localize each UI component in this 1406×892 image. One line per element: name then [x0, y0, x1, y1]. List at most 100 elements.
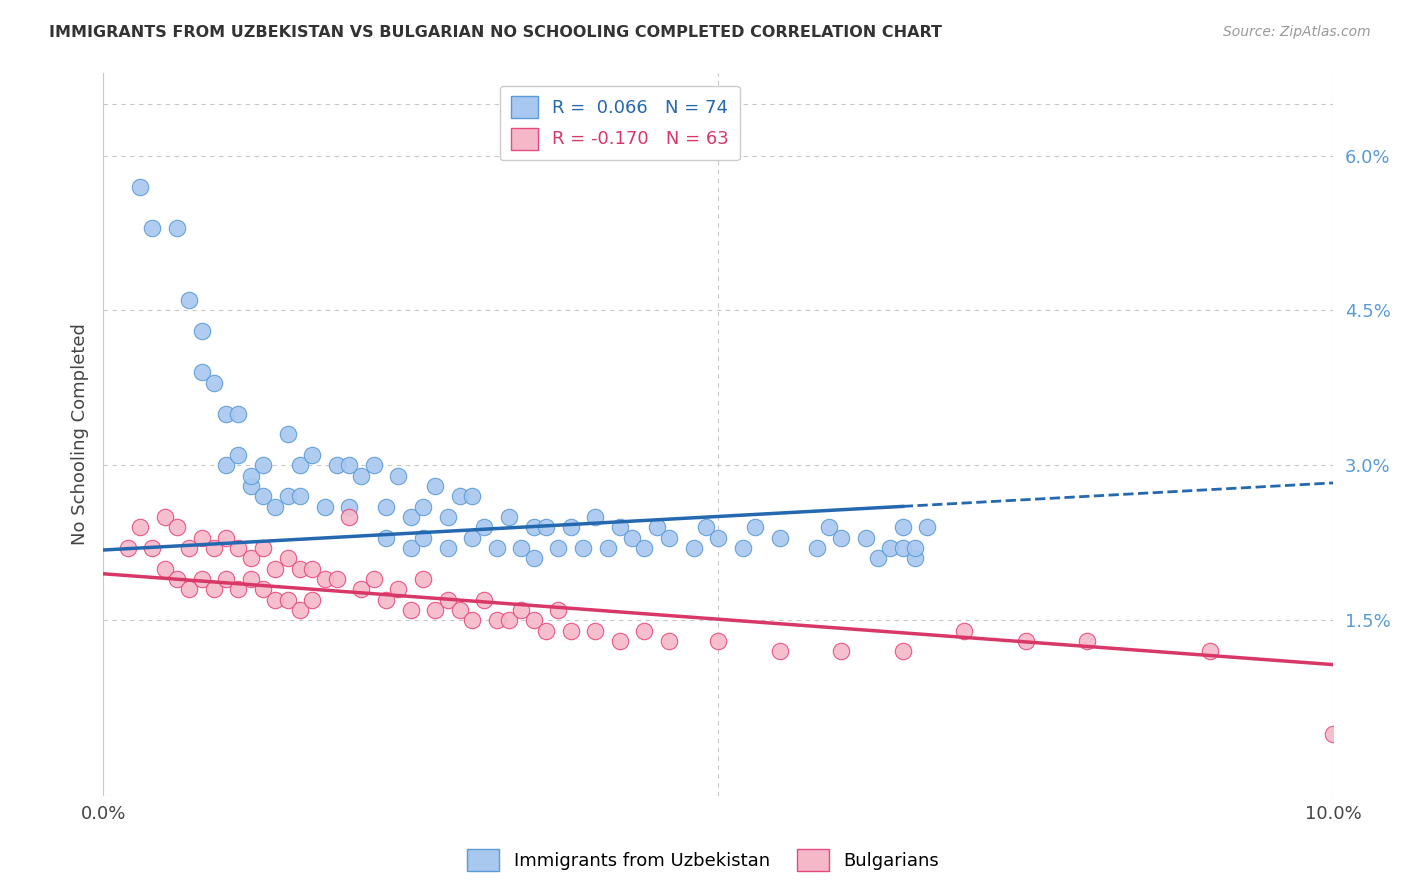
- Point: [375, 500, 398, 514]
- Point: [239, 572, 262, 586]
- Point: [744, 520, 766, 534]
- Point: [153, 561, 176, 575]
- Point: [252, 489, 274, 503]
- Text: IMMIGRANTS FROM UZBEKISTAN VS BULGARIAN NO SCHOOLING COMPLETED CORRELATION CHART: IMMIGRANTS FROM UZBEKISTAN VS BULGARIAN …: [49, 25, 942, 40]
- Point: [547, 541, 569, 555]
- Point: [904, 541, 927, 555]
- Point: [769, 531, 792, 545]
- Point: [399, 541, 422, 555]
- Point: [461, 531, 484, 545]
- Point: [609, 520, 631, 534]
- Point: [350, 468, 373, 483]
- Point: [498, 510, 520, 524]
- Point: [474, 592, 496, 607]
- Point: [572, 541, 595, 555]
- Point: [769, 644, 792, 658]
- Point: [510, 603, 533, 617]
- Point: [1199, 644, 1222, 658]
- Point: [1322, 727, 1344, 741]
- Point: [855, 531, 877, 545]
- Point: [202, 582, 225, 597]
- Point: [166, 520, 188, 534]
- Point: [239, 468, 262, 483]
- Point: [129, 520, 152, 534]
- Point: [425, 479, 447, 493]
- Point: [363, 572, 385, 586]
- Point: [534, 624, 557, 638]
- Point: [695, 520, 717, 534]
- Point: [387, 468, 409, 483]
- Point: [904, 551, 927, 566]
- Point: [399, 510, 422, 524]
- Point: [633, 541, 655, 555]
- Point: [179, 582, 201, 597]
- Point: [621, 531, 644, 545]
- Point: [830, 644, 852, 658]
- Point: [277, 592, 299, 607]
- Legend: R =  0.066   N = 74, R = -0.170   N = 63: R = 0.066 N = 74, R = -0.170 N = 63: [501, 86, 740, 161]
- Text: Source: ZipAtlas.com: Source: ZipAtlas.com: [1223, 25, 1371, 39]
- Point: [179, 293, 201, 307]
- Point: [215, 572, 238, 586]
- Point: [583, 510, 606, 524]
- Point: [239, 479, 262, 493]
- Point: [485, 613, 508, 627]
- Point: [387, 582, 409, 597]
- Point: [917, 520, 939, 534]
- Point: [731, 541, 754, 555]
- Point: [153, 510, 176, 524]
- Point: [141, 220, 163, 235]
- Point: [301, 561, 323, 575]
- Point: [288, 603, 311, 617]
- Point: [202, 376, 225, 390]
- Point: [228, 582, 250, 597]
- Point: [277, 489, 299, 503]
- Point: [252, 541, 274, 555]
- Point: [1076, 633, 1098, 648]
- Point: [658, 633, 681, 648]
- Point: [412, 500, 434, 514]
- Point: [510, 541, 533, 555]
- Point: [314, 500, 336, 514]
- Point: [314, 572, 336, 586]
- Point: [523, 520, 546, 534]
- Point: [301, 592, 323, 607]
- Point: [707, 633, 730, 648]
- Point: [326, 572, 349, 586]
- Point: [449, 603, 471, 617]
- Point: [129, 179, 152, 194]
- Point: [337, 500, 360, 514]
- Point: [190, 572, 212, 586]
- Point: [1015, 633, 1038, 648]
- Point: [436, 592, 458, 607]
- Point: [523, 613, 546, 627]
- Point: [560, 624, 582, 638]
- Point: [117, 541, 139, 555]
- Point: [474, 520, 496, 534]
- Point: [337, 510, 360, 524]
- Point: [337, 458, 360, 473]
- Point: [179, 541, 201, 555]
- Point: [399, 603, 422, 617]
- Point: [228, 541, 250, 555]
- Point: [215, 407, 238, 421]
- Point: [301, 448, 323, 462]
- Point: [412, 531, 434, 545]
- Point: [560, 520, 582, 534]
- Point: [818, 520, 841, 534]
- Point: [252, 582, 274, 597]
- Point: [658, 531, 681, 545]
- Point: [326, 458, 349, 473]
- Point: [215, 458, 238, 473]
- Point: [436, 541, 458, 555]
- Point: [264, 500, 287, 514]
- Point: [645, 520, 668, 534]
- Point: [547, 603, 569, 617]
- Point: [891, 644, 914, 658]
- Point: [288, 458, 311, 473]
- Legend: Immigrants from Uzbekistan, Bulgarians: Immigrants from Uzbekistan, Bulgarians: [460, 842, 946, 879]
- Point: [288, 489, 311, 503]
- Point: [190, 324, 212, 338]
- Point: [363, 458, 385, 473]
- Point: [868, 551, 890, 566]
